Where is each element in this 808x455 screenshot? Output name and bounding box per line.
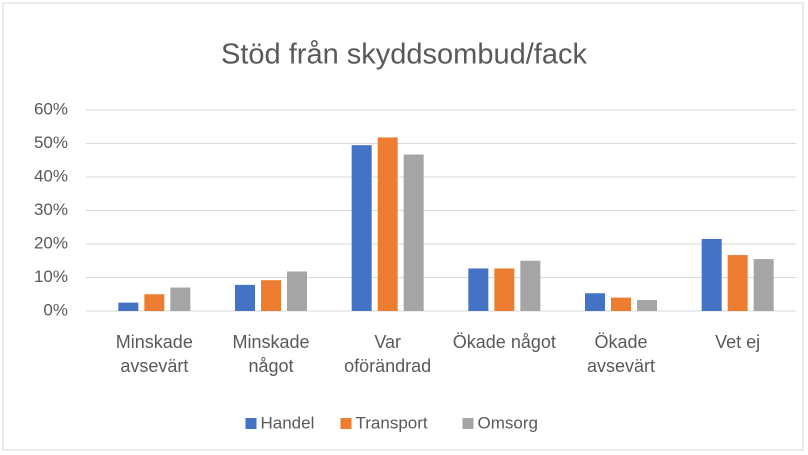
- y-tick-label: 0%: [43, 300, 68, 319]
- bar: [118, 302, 139, 311]
- bar: [468, 268, 489, 311]
- y-tick-label: 10%: [34, 267, 68, 286]
- bar: [261, 280, 281, 311]
- chart-border: [2, 2, 804, 451]
- bar: [494, 268, 515, 311]
- legend-label: Omsorg: [478, 413, 538, 432]
- x-tick-label: Minskade något: [232, 332, 310, 376]
- bar: [144, 294, 165, 311]
- legend-swatch: [340, 418, 352, 429]
- bar: [585, 293, 605, 311]
- bar: [170, 287, 191, 311]
- bar: [377, 137, 398, 311]
- legend-label: Handel: [261, 413, 315, 432]
- bar: [611, 297, 631, 311]
- bar: [287, 271, 307, 311]
- y-tick-label: 20%: [34, 233, 68, 252]
- x-tick-label: Var oförändrad: [344, 332, 432, 376]
- legend-swatch: [245, 418, 257, 429]
- x-tick-label: Ökade avsevärt: [586, 332, 656, 376]
- y-tick-label: 50%: [34, 133, 68, 152]
- bar: [727, 255, 748, 311]
- bar: [235, 284, 255, 311]
- bar: [753, 259, 774, 311]
- x-tick-label: Ökade något: [452, 332, 556, 352]
- x-tick-label: Minskade avsevärt: [115, 332, 193, 376]
- legend-label: Transport: [356, 413, 428, 432]
- bar: [701, 238, 722, 311]
- bar: [520, 260, 541, 311]
- bar: [637, 299, 657, 311]
- y-tick-label: 40%: [34, 166, 68, 185]
- y-tick-label: 30%: [34, 200, 68, 219]
- chart-title: Stöd från skyddsombud/fack: [221, 39, 587, 71]
- x-tick-label: Vet ej: [715, 332, 761, 352]
- y-tick-label: 60%: [34, 99, 68, 118]
- bar: [351, 145, 372, 311]
- legend-swatch: [462, 418, 474, 429]
- bar: [403, 154, 424, 311]
